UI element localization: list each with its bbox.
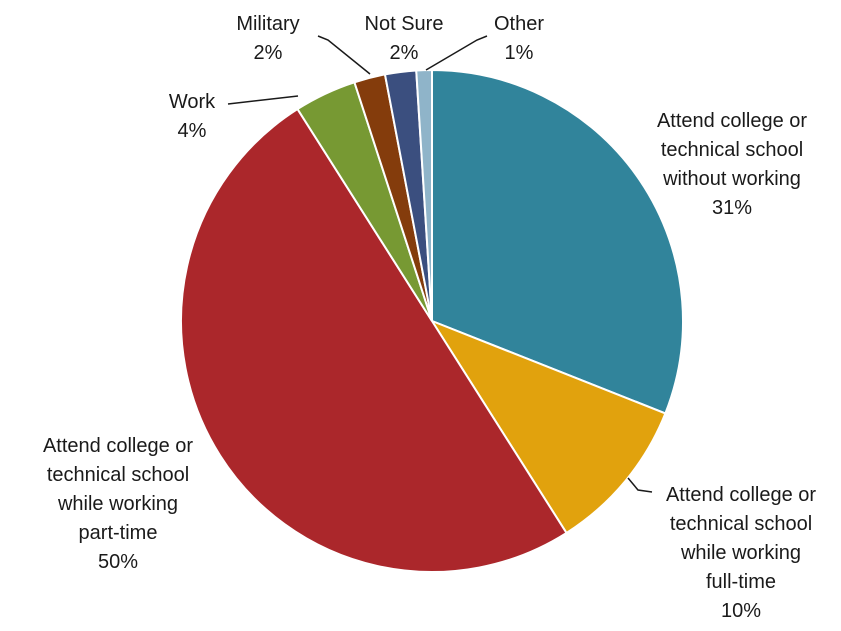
slice-label-line: technical school [47,464,189,486]
pie-slices [180,68,684,573]
slice-label-line: Military [236,13,299,35]
slice-label-line: while working [680,542,801,564]
leader-line-6 [425,35,488,71]
pie-slice-6 [415,68,433,322]
slice-label-6: Other 1% [494,13,544,64]
slice-percent-1: 10% [721,600,761,622]
slice-percent-6: 1% [505,42,534,64]
slice-percent-5: 2% [390,42,419,64]
leader-line-3 [227,95,299,105]
slice-percent-3: 4% [178,120,207,142]
slice-label-line: Not Sure [365,13,444,35]
slice-percent-4: 2% [254,42,283,64]
slice-labels: Attend college or technical school without… [43,13,816,622]
slice-label-4: Military 2% [236,13,299,64]
slice-percent-0: 31% [712,197,752,219]
slice-label-line: Attend college or [666,484,816,506]
slice-label-line: part-time [79,522,158,544]
slice-label-3: Work 4% [169,91,216,142]
leader-lines [227,35,653,493]
slice-percent-2: 50% [98,551,138,573]
leader-line-4 [317,35,371,75]
slice-label-line: Attend college or [657,110,807,132]
slice-label-line: technical school [670,513,812,535]
slice-label-line: Work [169,91,216,113]
slice-label-line: technical school [661,139,803,161]
slice-label-line: without working [662,168,801,190]
slice-label-1: Attend college or technical school while w… [666,484,816,622]
slice-label-line: Other [494,13,544,35]
pie-slice-1 [429,318,667,535]
slice-label-line: while working [57,493,178,515]
pie-slice-0 [431,68,684,415]
slice-label-line: Attend college or [43,435,193,457]
slice-label-line: full-time [706,571,776,593]
slice-label-5: Not Sure 2% [365,13,444,64]
slice-label-2: Attend college or technical school while w… [43,435,193,573]
leader-line-1 [627,477,653,493]
slice-label-0: Attend college or technical school without… [657,110,807,219]
pie-slice-2 [180,107,568,573]
